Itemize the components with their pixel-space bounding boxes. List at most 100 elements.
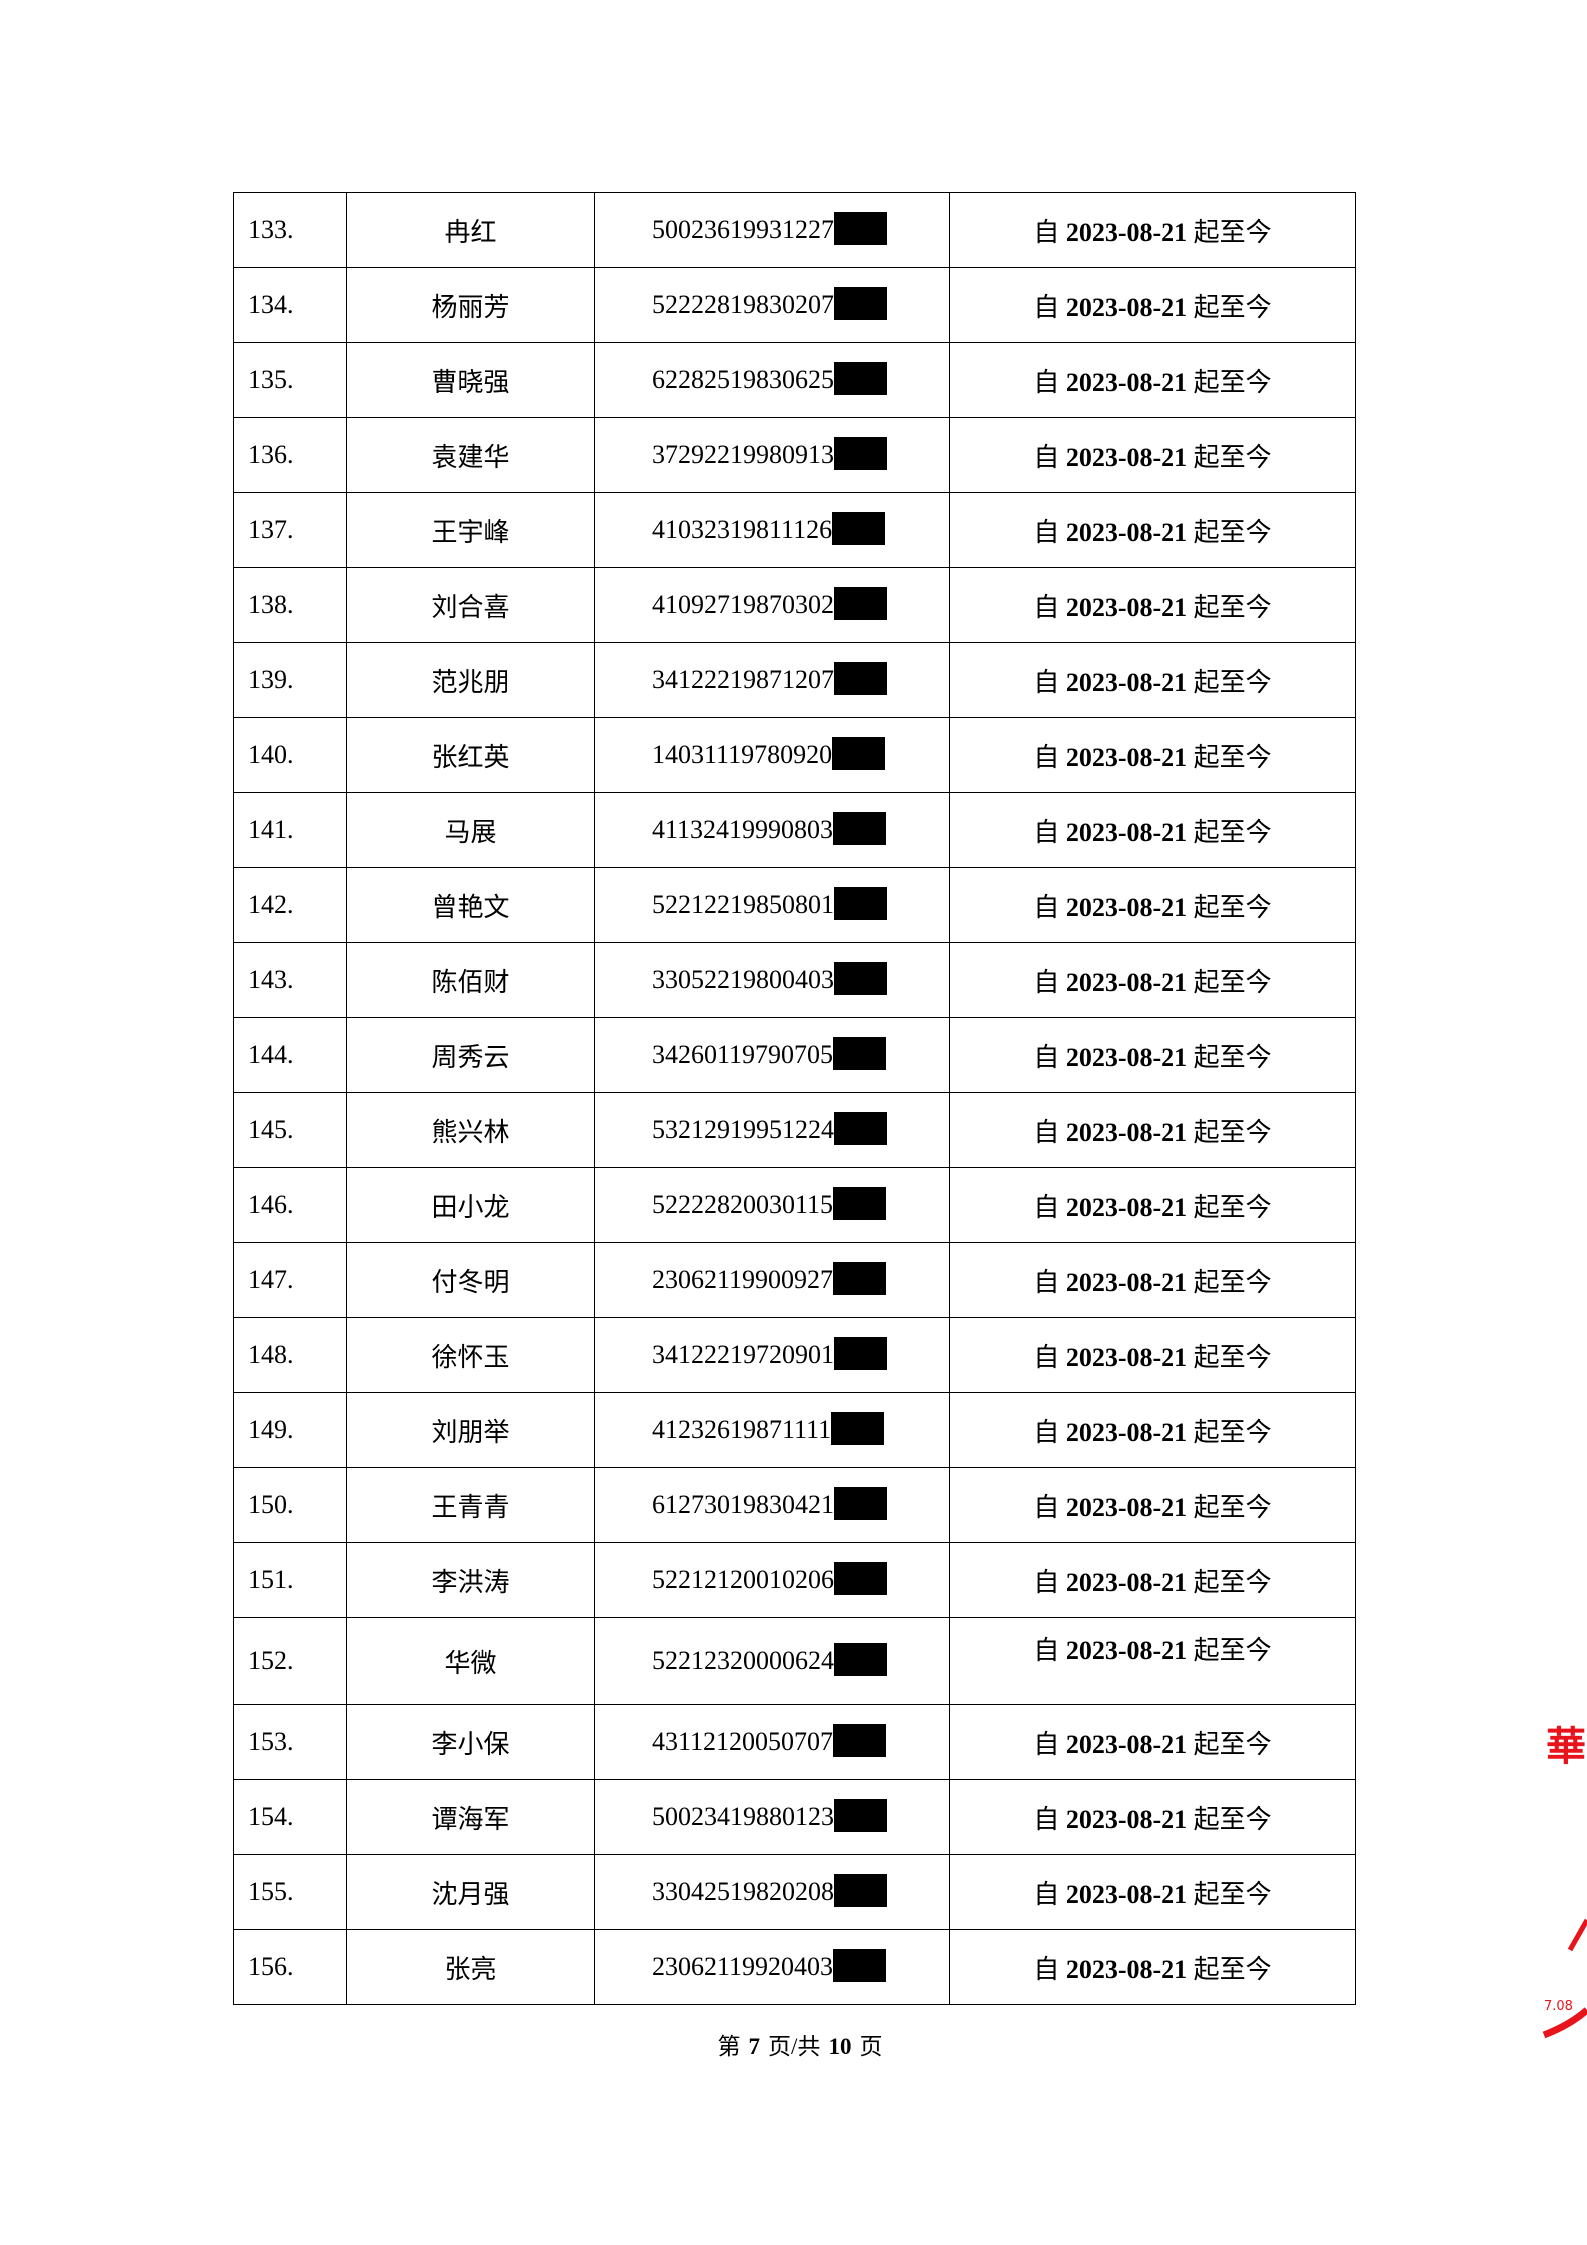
row-number: 141. <box>233 792 347 868</box>
table-row: 135. 曹晓强 62282519830625 自 2023-08-21 起至今 <box>233 342 1356 418</box>
period-cell: 自 2023-08-21 起至今 <box>949 1542 1356 1618</box>
row-number: 149. <box>233 1392 347 1468</box>
person-name: 陈佰财 <box>346 942 595 1018</box>
period-cell: 自 2023-08-21 起至今 <box>949 492 1356 568</box>
date-suffix: 起至今 <box>1193 892 1272 922</box>
table-row: 134. 杨丽芳 52222819830207 自 2023-08-21 起至今 <box>233 267 1356 343</box>
id-number: 34260119790705 <box>652 1039 834 1069</box>
period-cell: 自 2023-08-21 起至今 <box>949 192 1356 268</box>
table-row: 156. 张亮 23062119920403 自 2023-08-21 起至今 <box>233 1929 1356 2005</box>
date-prefix: 自 <box>1033 367 1060 397</box>
date-prefix: 自 <box>1033 217 1060 247</box>
id-number: 23062119900927 <box>652 1264 834 1294</box>
redaction-block <box>833 812 887 846</box>
row-number: 139. <box>233 642 347 718</box>
date-prefix: 自 <box>1033 517 1060 547</box>
redaction-block <box>834 662 887 696</box>
date-suffix: 起至今 <box>1193 1117 1272 1147</box>
start-date: 2023-08-21 <box>1065 667 1188 697</box>
person-name: 曾艳文 <box>346 867 595 943</box>
id-cell: 41092719870302 <box>594 567 950 643</box>
redaction-block <box>834 1562 887 1596</box>
row-number: 151. <box>233 1542 347 1618</box>
id-number: 34122219720901 <box>652 1339 834 1369</box>
id-cell: 23062119920403 <box>594 1929 950 2005</box>
redaction-block <box>833 1037 887 1071</box>
start-date: 2023-08-21 <box>1065 1267 1188 1297</box>
id-cell: 41232619871111 <box>594 1392 950 1468</box>
table-row: 133. 冉红 50023619931227 自 2023-08-21 起至今 <box>233 192 1356 268</box>
person-name: 华微 <box>346 1617 595 1705</box>
row-number: 142. <box>233 867 347 943</box>
start-date: 2023-08-21 <box>1065 217 1188 247</box>
date-suffix: 起至今 <box>1193 1492 1272 1522</box>
redaction-block <box>833 1262 887 1296</box>
start-date: 2023-08-21 <box>1065 1492 1188 1522</box>
id-number: 50023419880123 <box>652 1801 834 1831</box>
date-suffix: 起至今 <box>1193 517 1272 547</box>
table-row: 154. 谭海军 50023419880123 自 2023-08-21 起至今 <box>233 1779 1356 1855</box>
footer-middle: 页/共 <box>768 2034 821 2059</box>
date-prefix: 自 <box>1033 892 1060 922</box>
row-number: 154. <box>233 1779 347 1855</box>
period-cell: 自 2023-08-21 起至今 <box>949 1092 1356 1168</box>
date-prefix: 自 <box>1033 967 1060 997</box>
id-cell: 34260119790705 <box>594 1017 950 1093</box>
table-row: 148. 徐怀玉 34122219720901 自 2023-08-21 起至今 <box>233 1317 1356 1393</box>
table-row: 137. 王宇峰 41032319811126 自 2023-08-21 起至今 <box>233 492 1356 568</box>
date-suffix: 起至今 <box>1193 1417 1272 1447</box>
personnel-table: 133. 冉红 50023619931227 自 2023-08-21 起至今 134.… <box>233 192 1356 2005</box>
date-prefix: 自 <box>1033 292 1060 322</box>
table-row: 145. 熊兴林 53212919951224 自 2023-08-21 起至今 <box>233 1092 1356 1168</box>
id-number: 52222820030115 <box>652 1189 834 1219</box>
id-number: 43112120050707 <box>652 1726 834 1756</box>
start-date: 2023-08-21 <box>1065 967 1188 997</box>
redaction-block <box>834 1643 887 1677</box>
id-cell: 52212120010206 <box>594 1542 950 1618</box>
table-row: 147. 付冬明 23062119900927 自 2023-08-21 起至今 <box>233 1242 1356 1318</box>
start-date: 2023-08-21 <box>1065 1729 1188 1759</box>
date-suffix: 起至今 <box>1193 1192 1272 1222</box>
id-cell: 61273019830421 <box>594 1467 950 1543</box>
start-date: 2023-08-21 <box>1065 1567 1188 1597</box>
official-seal-fragment: 華 7.08 <box>1542 1723 1587 2039</box>
id-cell: 23062119900927 <box>594 1242 950 1318</box>
period-cell: 自 2023-08-21 起至今 <box>949 1467 1356 1543</box>
person-name: 王青青 <box>346 1467 595 1543</box>
table-row: 142. 曾艳文 52212219850801 自 2023-08-21 起至今 <box>233 867 1356 943</box>
person-name: 范兆朋 <box>346 642 595 718</box>
id-cell: 34122219871207 <box>594 642 950 718</box>
person-name: 谭海军 <box>346 1779 595 1855</box>
redaction-block <box>834 437 887 471</box>
date-suffix: 起至今 <box>1193 1042 1272 1072</box>
period-cell: 自 2023-08-21 起至今 <box>949 267 1356 343</box>
period-cell: 自 2023-08-21 起至今 <box>949 1704 1356 1780</box>
period-cell: 自 2023-08-21 起至今 <box>949 642 1356 718</box>
row-number: 144. <box>233 1017 347 1093</box>
date-prefix: 自 <box>1033 1729 1060 1759</box>
start-date: 2023-08-21 <box>1065 742 1188 772</box>
redaction-block <box>834 887 887 921</box>
date-prefix: 自 <box>1033 1042 1060 1072</box>
id-cell: 62282519830625 <box>594 342 950 418</box>
start-date: 2023-08-21 <box>1065 817 1188 847</box>
date-prefix: 自 <box>1033 592 1060 622</box>
person-name: 张亮 <box>346 1929 595 2005</box>
period-cell: 自 2023-08-21 起至今 <box>949 1929 1356 2005</box>
redaction-block <box>832 737 886 771</box>
period-cell: 自 2023-08-21 起至今 <box>949 417 1356 493</box>
table-row: 143. 陈佰财 33052219800403 自 2023-08-21 起至今 <box>233 942 1356 1018</box>
date-prefix: 自 <box>1033 1492 1060 1522</box>
date-prefix: 自 <box>1033 442 1060 472</box>
id-number: 62282519830625 <box>652 364 834 394</box>
date-suffix: 起至今 <box>1193 1636 1272 1665</box>
id-number: 52212320000624 <box>652 1645 834 1675</box>
date-prefix: 自 <box>1033 667 1060 697</box>
redaction-block <box>834 362 887 396</box>
redaction-block <box>833 1187 887 1221</box>
person-name: 马展 <box>346 792 595 868</box>
page-footer: 第 7 页/共 10 页 <box>0 2027 1587 2061</box>
id-cell: 52212320000624 <box>594 1617 950 1705</box>
start-date: 2023-08-21 <box>1065 517 1188 547</box>
person-name: 冉红 <box>346 192 595 268</box>
